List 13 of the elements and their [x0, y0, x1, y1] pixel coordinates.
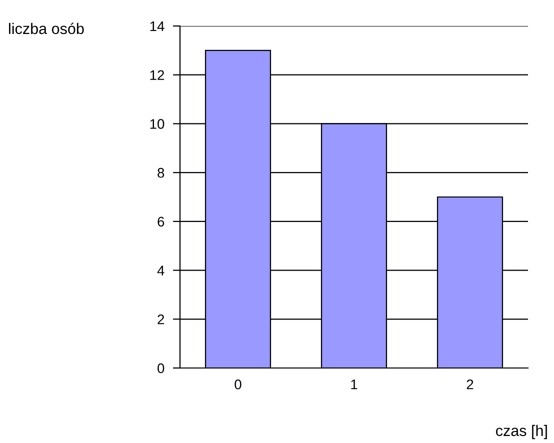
x-tick-label: 0	[234, 379, 242, 390]
y-tick-label: 0	[158, 363, 164, 374]
x-tick-label: 2	[466, 379, 474, 390]
y-tick-label: 8	[158, 168, 164, 178]
y-tick-label: 10	[150, 119, 164, 129]
y-axis-title: liczba osób	[9, 22, 84, 34]
y-tick-label: 4	[157, 266, 164, 276]
y-tick-label: 6	[158, 216, 164, 227]
y-tick-label: 14	[150, 21, 164, 32]
y-tick-label: 12	[150, 70, 164, 80]
y-tick-label: 2	[158, 314, 164, 324]
x-tick-label: 1	[351, 380, 358, 390]
x-axis-title: czas [h]	[496, 424, 547, 440]
